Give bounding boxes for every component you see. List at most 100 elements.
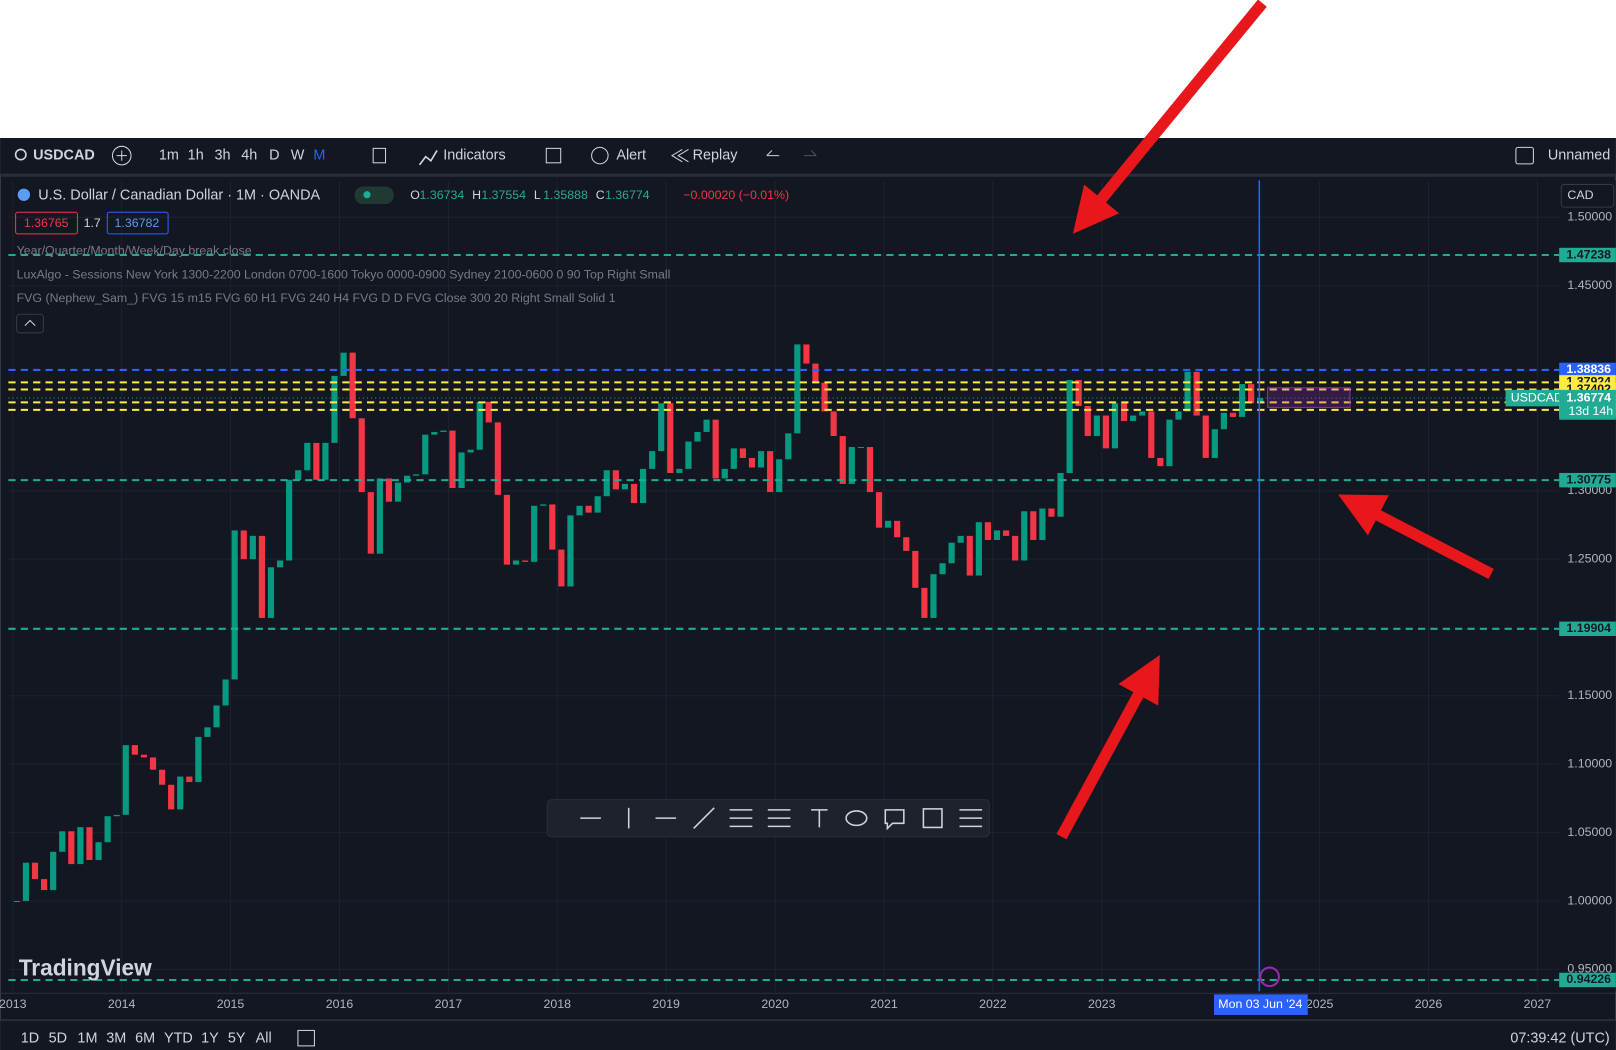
candle: [857, 446, 864, 449]
candle: [195, 736, 202, 783]
ohlc-value: 1.35888: [543, 188, 588, 202]
candle: [621, 483, 629, 490]
indicators-icon: [418, 150, 438, 166]
candle: [168, 784, 175, 810]
candle: [258, 535, 265, 618]
layout-name[interactable]: Unnamed: [1548, 147, 1610, 163]
candle: [476, 401, 483, 450]
candle: [1084, 405, 1091, 437]
candle: [322, 442, 329, 480]
candle: [295, 470, 302, 480]
collapse-button[interactable]: [16, 313, 44, 334]
candle: [50, 851, 57, 891]
candle: [440, 430, 447, 432]
interval-group: 1m 1h 3h 4h D W M: [159, 147, 326, 163]
range-button[interactable]: 1M: [77, 1030, 97, 1046]
candle: [785, 433, 792, 460]
watermark: TradingView: [19, 955, 152, 981]
tool-text[interactable]: [811, 809, 828, 828]
ohlc-key: H: [472, 188, 481, 202]
goto-date[interactable]: [297, 1029, 315, 1047]
drawing-tools: [580, 807, 983, 831]
tool-trend-line[interactable]: [693, 807, 715, 830]
candle: [1066, 379, 1073, 473]
tool-callout[interactable]: [884, 809, 905, 831]
candle: [422, 434, 429, 475]
candle: [540, 504, 547, 506]
crosshair-date: Mon 03 Jun '24: [1218, 997, 1302, 1011]
buy-box[interactable]: [106, 211, 169, 235]
candle: [1166, 419, 1173, 467]
templates-button[interactable]: [545, 147, 562, 164]
candle: [177, 776, 184, 810]
x-tick-label: 2018: [544, 997, 572, 1011]
candle: [41, 879, 48, 891]
interval-button[interactable]: M: [313, 147, 325, 163]
range-button[interactable]: 6M: [135, 1030, 155, 1046]
interval-button[interactable]: 1m: [159, 147, 179, 163]
candle: [494, 422, 501, 495]
candle: [594, 496, 601, 513]
candle: [667, 403, 674, 473]
level-label: 0.94226: [1566, 972, 1611, 986]
alert-button[interactable]: Alert: [616, 147, 646, 163]
market-open-dot: [363, 191, 371, 199]
indicator-legend: FVG (Nephew_Sam_) FVG 15 m15 FVG 60 H1 F…: [17, 291, 616, 305]
x-tick-label: 2020: [761, 997, 789, 1011]
candle: [1148, 411, 1155, 458]
tool-ellipse[interactable]: [845, 810, 868, 827]
interval-button[interactable]: 3h: [214, 147, 230, 163]
range-button[interactable]: 1D: [21, 1030, 39, 1046]
candle: [458, 452, 465, 489]
candle: [957, 535, 964, 543]
candle: [794, 344, 801, 434]
candle: [158, 769, 166, 785]
tool-rectangle[interactable]: [922, 808, 943, 829]
candle: [231, 530, 238, 680]
range-button[interactable]: 5D: [49, 1030, 67, 1046]
range-button[interactable]: All: [256, 1030, 272, 1046]
candle: [394, 482, 402, 502]
purple-zone: [1267, 387, 1351, 408]
candle: [694, 431, 701, 442]
range-button[interactable]: 1Y: [201, 1030, 219, 1046]
search-icon[interactable]: [14, 148, 27, 161]
range-button[interactable]: 3M: [106, 1030, 126, 1046]
interval-button[interactable]: 1h: [188, 147, 204, 163]
candle: [776, 459, 783, 493]
chart-type-button[interactable]: [372, 147, 387, 164]
candle: [630, 483, 638, 504]
indicators-button[interactable]: Indicators: [443, 147, 505, 163]
interval-button[interactable]: 4h: [241, 147, 257, 163]
undo-button[interactable]: [766, 150, 780, 157]
range-button[interactable]: 5Y: [228, 1030, 246, 1046]
candle: [485, 401, 492, 423]
ask[interactable]: 1.36782: [115, 216, 160, 230]
bid[interactable]: 1.36765: [24, 216, 69, 230]
candle: [1075, 379, 1082, 406]
tool-more[interactable]: [959, 809, 983, 828]
range-button[interactable]: YTD: [164, 1030, 193, 1046]
symbol[interactable]: USDCAD: [33, 147, 95, 163]
redo-button[interactable]: [803, 150, 817, 157]
candle: [95, 842, 102, 860]
compare-button[interactable]: [111, 145, 132, 166]
candle: [1157, 457, 1164, 467]
annotation-arrow: [1056, 654, 1160, 840]
replay-button[interactable]: Replay: [693, 147, 739, 163]
chart-pane: 1.500001.450001.300001.250001.150001.100…: [0, 180, 1616, 1015]
candle: [512, 560, 520, 565]
candle: [839, 436, 846, 484]
sell-box[interactable]: [15, 211, 78, 235]
candle: [385, 478, 393, 502]
candle: [658, 403, 665, 452]
tool-channel[interactable]: [767, 809, 791, 828]
interval-button[interactable]: D: [269, 147, 279, 163]
candle: [1229, 412, 1237, 417]
candle: [703, 419, 710, 432]
tool-fib[interactable]: [729, 809, 753, 828]
candle: [603, 470, 610, 497]
ohlc-value: 1.36774: [605, 188, 650, 202]
interval-button[interactable]: W: [291, 147, 305, 163]
candle: [140, 754, 148, 758]
